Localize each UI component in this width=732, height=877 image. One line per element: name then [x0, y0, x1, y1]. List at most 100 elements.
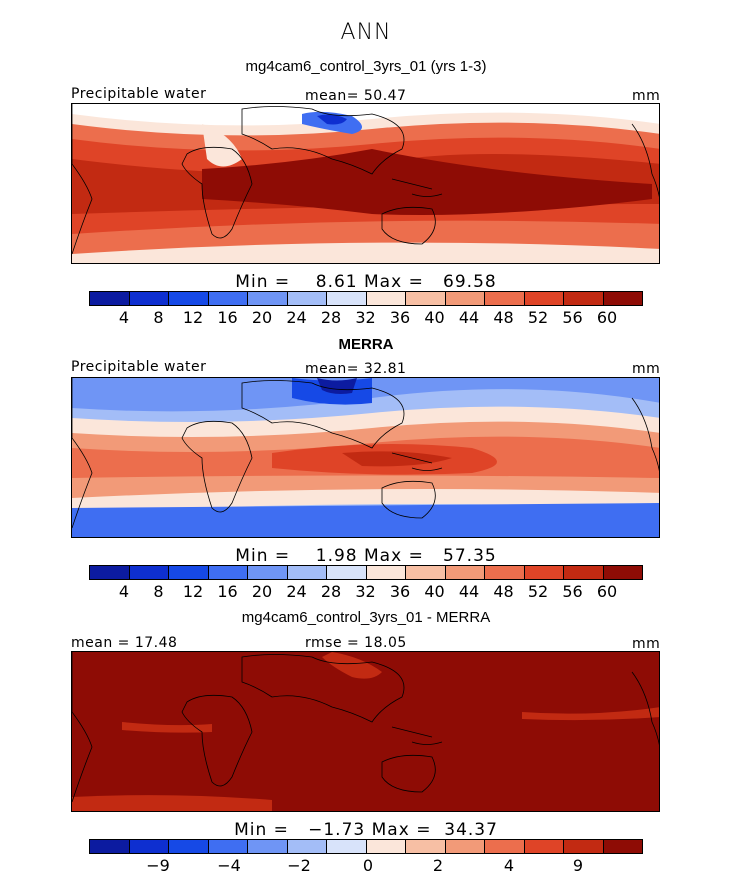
panel-3-rmse-label: rmse = 18.05: [305, 635, 407, 651]
panel-2-max-value: 57.35: [443, 546, 497, 566]
colorbar-tick-label: 24: [286, 582, 307, 601]
colorbar-tick-label: 16: [217, 582, 238, 601]
colorbar-swatch: [564, 566, 604, 579]
colorbar-tick-label: 56: [562, 308, 583, 327]
panel-2-min-label: Min =: [235, 546, 291, 566]
colorbar-tick-label: 4: [118, 582, 130, 601]
panel-1-mean-label: mean= 50.47: [305, 88, 407, 104]
colorbar-swatch: [406, 840, 446, 853]
panel-1-title: mg4cam6_control_3yrs_01 (yrs 1-3): [245, 58, 487, 75]
colorbar-tick-label: 16: [217, 308, 238, 327]
colorbar-tick-label: −4: [217, 856, 241, 875]
colorbar-swatch: [603, 840, 642, 853]
colorbar-tick-label: 12: [182, 308, 204, 327]
panel-3-minmax: Min = −1.73 Max = 34.37: [0, 820, 732, 840]
colorbar-tick-label: 40: [424, 308, 445, 327]
panel-1-variable-label: Precipitable water: [71, 86, 207, 102]
panel-1-max-label: Max =: [364, 272, 424, 292]
colorbar-tick-label: 40: [424, 582, 445, 601]
panel-1-map: [71, 103, 660, 264]
colorbar-tick-label: 60: [596, 582, 618, 601]
colorbar-tick-label: 44: [458, 582, 480, 601]
colorbar-swatch: [524, 292, 564, 305]
colorbar-swatch: [129, 566, 169, 579]
colorbar-swatch: [327, 566, 367, 579]
panel-3-min-label: Min =: [234, 820, 289, 840]
panel-3-map-graphic: [72, 652, 659, 811]
colorbar-swatch: [445, 840, 485, 853]
panel-3-title: mg4cam6_control_3yrs_01 - MERRA: [241, 609, 491, 626]
colorbar-swatch: [90, 840, 130, 853]
colorbar-swatch: [524, 840, 564, 853]
colorbar-swatch: [564, 292, 604, 305]
panel-2-map: [71, 377, 660, 538]
panel-2-units-label: mm: [632, 361, 661, 377]
panel-1-min-label: Min =: [235, 272, 291, 292]
colorbar-swatch: [445, 292, 485, 305]
colorbar-swatch: [129, 840, 169, 853]
panel-1-colorbar-ticks: 4 8 12 16 20 24 28 32 36 40 44 48 52 56 60: [89, 308, 643, 328]
colorbar-swatch: [366, 840, 406, 853]
colorbar-tick-label: 9: [572, 856, 584, 875]
colorbar-tick-label: 48: [493, 582, 514, 601]
panel-1-units-label: mm: [632, 88, 661, 104]
colorbar-tick-label: 20: [251, 582, 273, 601]
colorbar-swatch: [287, 292, 327, 305]
panel-3-colorbar: [89, 839, 643, 854]
colorbar-tick-label: 20: [251, 308, 273, 327]
colorbar-tick-label: 32: [355, 582, 376, 601]
panel-3-colorbar-ticks: −9 −4 −2 0 2 4 9: [89, 856, 643, 876]
panel-2-min-value: 1.98: [315, 546, 358, 566]
figure-title: ANN: [340, 20, 392, 45]
panel-2-colorbar-ticks: 4 8 12 16 20 24 28 32 36 40 44 48 52 56 60: [89, 582, 643, 602]
colorbar-tick-label: 0: [362, 856, 374, 875]
colorbar-swatch: [90, 292, 130, 305]
colorbar-tick-label: 56: [562, 582, 583, 601]
colorbar-swatch: [366, 566, 406, 579]
colorbar-swatch: [327, 292, 367, 305]
colorbar-swatch: [90, 566, 130, 579]
colorbar-swatch: [485, 840, 525, 853]
colorbar-swatch: [248, 292, 288, 305]
panel-2-minmax: Min = 1.98 Max = 57.35: [0, 546, 732, 566]
colorbar-swatch: [208, 566, 248, 579]
panel-2-mean-label: mean= 32.81: [305, 361, 407, 377]
panel-3-max-value: 34.37: [444, 820, 498, 840]
panel-1-colorbar: [89, 291, 643, 306]
colorbar-tick-label: −2: [287, 856, 311, 875]
panel-1-map-graphic: [72, 104, 659, 263]
colorbar-tick-label: 28: [320, 582, 342, 601]
colorbar-swatch: [129, 292, 169, 305]
colorbar-swatch: [248, 566, 288, 579]
colorbar-tick-label: 8: [153, 582, 164, 601]
colorbar-swatch: [287, 566, 327, 579]
colorbar-tick-label: 2: [432, 856, 444, 875]
colorbar-swatch: [248, 840, 288, 853]
colorbar-swatch: [327, 840, 367, 853]
colorbar-tick-label: 4: [118, 308, 130, 327]
panel-1-max-value: 69.58: [443, 272, 497, 292]
colorbar-tick-label: −9: [146, 856, 170, 875]
colorbar-swatch: [208, 840, 248, 853]
panel-2-title: MERRA: [338, 336, 394, 353]
colorbar-tick-label: 52: [527, 308, 549, 327]
panel-1-min-value: 8.61: [315, 272, 358, 292]
panel-2-map-graphic: [72, 378, 659, 537]
colorbar-tick-label: 48: [493, 308, 514, 327]
colorbar-tick-label: 24: [286, 308, 307, 327]
colorbar-swatch: [524, 566, 564, 579]
colorbar-swatch: [406, 566, 446, 579]
panel-1-minmax: Min = 8.61 Max = 69.58: [0, 272, 732, 292]
colorbar-tick-label: 36: [389, 582, 411, 601]
colorbar-tick-label: 60: [596, 308, 618, 327]
colorbar-swatch: [445, 566, 485, 579]
colorbar-tick-label: 28: [320, 308, 342, 327]
colorbar-swatch: [564, 840, 604, 853]
colorbar-swatch: [169, 292, 209, 305]
panel-3-min-value: −1.73: [308, 820, 366, 840]
colorbar-swatch: [603, 292, 642, 305]
colorbar-tick-label: 8: [153, 308, 164, 327]
colorbar-swatch: [169, 566, 209, 579]
colorbar-swatch: [208, 292, 248, 305]
colorbar-tick-label: 32: [355, 308, 376, 327]
